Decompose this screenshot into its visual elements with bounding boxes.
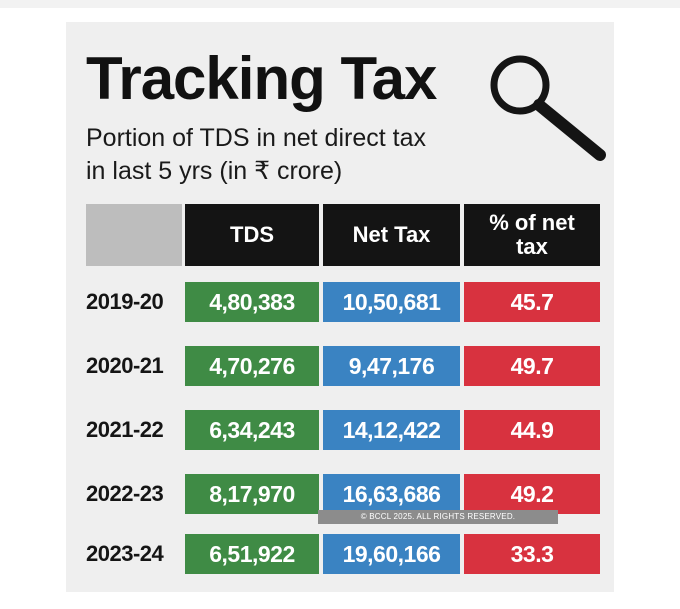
magnifying-glass-icon — [490, 55, 606, 161]
net-tax-value-cell: 19,60,166 — [323, 534, 460, 574]
percent-value-cell: 33.3 — [464, 534, 600, 574]
subtitle-line-1: Portion of TDS in net direct tax — [86, 124, 426, 152]
column-header-percent-text: % of net tax — [489, 210, 575, 259]
net-tax-value-cell: 10,50,681 — [323, 282, 460, 322]
chart-subtitle: Portion of TDS in net direct tax in last… — [86, 122, 426, 188]
subtitle-line-2: in last 5 yrs (in ₹ crore) — [86, 157, 343, 185]
copyright-watermark: © BCCL 2025. ALL RIGHTS RESERVED. — [318, 510, 558, 524]
net-tax-value-cell: 9,47,176 — [323, 346, 460, 386]
column-header-tds: TDS — [185, 204, 319, 266]
chart-title: Tracking Tax — [86, 45, 437, 112]
row-year-label: 2023-24 — [86, 541, 164, 566]
row-year-label: 2020-21 — [86, 353, 164, 378]
column-header-percent: % of net tax — [464, 204, 600, 266]
net-tax-value-cell: 16,63,686 — [323, 474, 460, 514]
percent-value-cell: 49.2 — [464, 474, 600, 514]
row-year-label: 2022-23 — [86, 481, 164, 506]
header-corner-cell — [86, 204, 182, 266]
tds-value-cell: 4,80,383 — [185, 282, 319, 322]
tds-value-cell: 8,17,970 — [185, 474, 319, 514]
percent-value-cell: 49.7 — [464, 346, 600, 386]
tds-value-cell: 4,70,276 — [185, 346, 319, 386]
top-strip — [0, 0, 680, 8]
tds-value-cell: 6,51,922 — [185, 534, 319, 574]
net-tax-value-cell: 14,12,422 — [323, 410, 460, 450]
row-year-label: 2021-22 — [86, 417, 164, 442]
column-header-net-tax: Net Tax — [323, 204, 460, 266]
row-year-label: 2019-20 — [86, 289, 164, 314]
percent-value-cell: 45.7 — [464, 282, 600, 322]
percent-value-cell: 44.9 — [464, 410, 600, 450]
tds-value-cell: 6,34,243 — [185, 410, 319, 450]
